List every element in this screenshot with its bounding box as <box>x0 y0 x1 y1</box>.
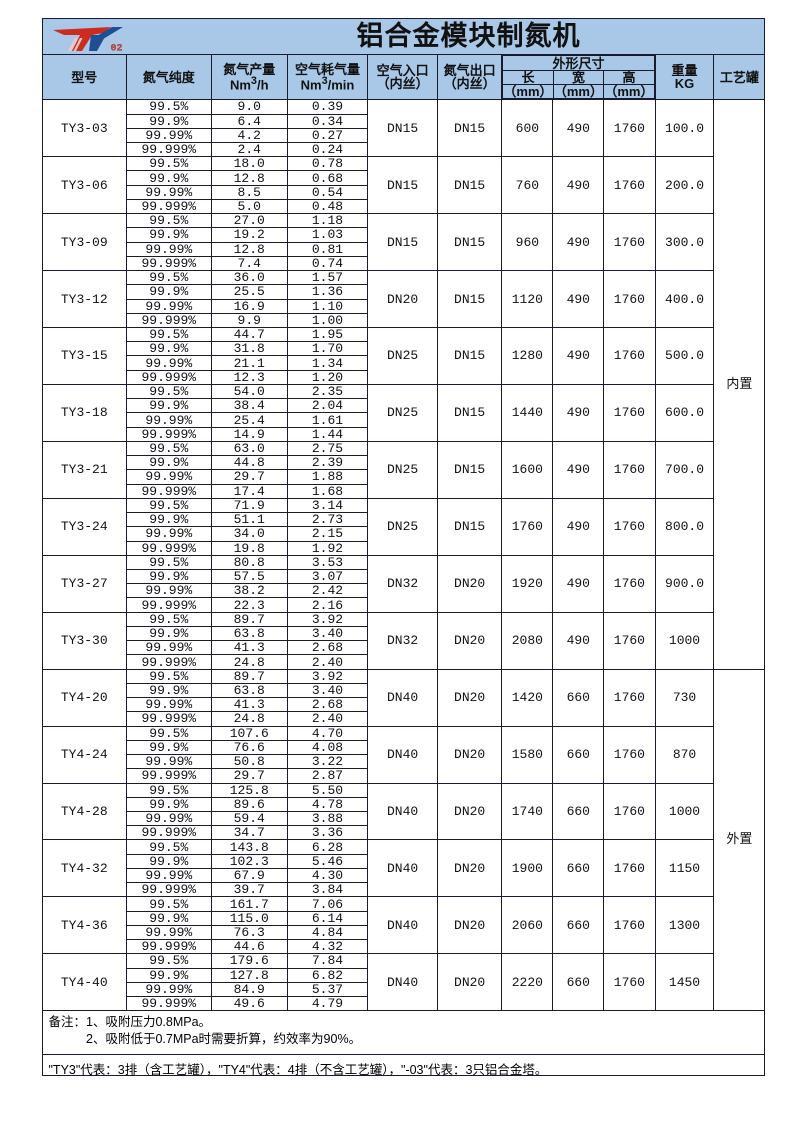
svg-text:02: 02 <box>110 44 122 54</box>
